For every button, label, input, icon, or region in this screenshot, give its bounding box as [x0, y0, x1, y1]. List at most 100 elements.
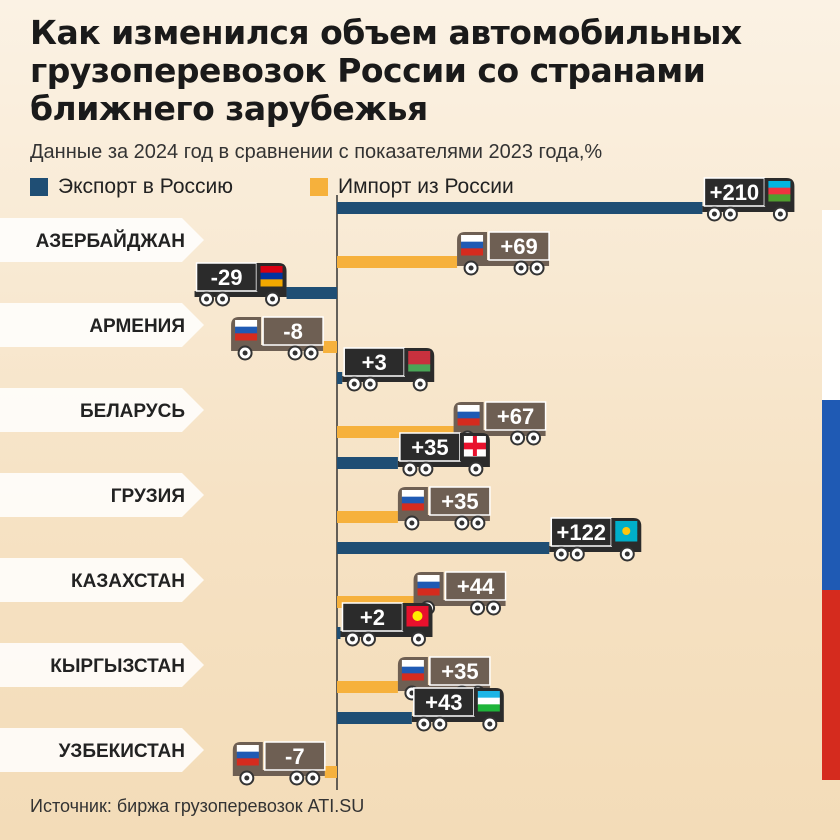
data-label: +69: [500, 234, 537, 259]
kazakhstan-flag-stripe: [615, 534, 638, 542]
armenia-flag-stripe: [260, 279, 283, 287]
azerbaijan-flag-stripe: [768, 187, 791, 195]
category-label: КЫРГЫЗСТАН: [50, 656, 185, 677]
legend-swatch-export: [30, 178, 48, 196]
legend-label-import: Импорт из России: [338, 175, 514, 198]
export-truck: +35: [397, 432, 490, 477]
russia-flag-stripe: [461, 241, 484, 249]
category-label: АЗЕРБАЙДЖАН: [36, 230, 185, 252]
import-truck: +44: [413, 571, 507, 616]
category-label: БЕЛАРУСЬ: [80, 401, 185, 422]
russia-flag-stripe: [236, 745, 259, 753]
truck-cargo-box: [264, 741, 326, 771]
belarus-flag-stripe: [408, 364, 431, 372]
data-label: +2: [360, 605, 385, 630]
category-label: ГРУЗИЯ: [111, 486, 185, 507]
russia-flag-stripe: [461, 235, 484, 243]
import-truck: +35: [397, 486, 491, 531]
truck-cargo-box: [484, 401, 547, 431]
country-label-arrow: [0, 728, 204, 772]
russia-flag-strip: [822, 210, 840, 780]
armenia-flag-stripe: [260, 272, 283, 280]
legend-export: Экспорт в Россию: [30, 175, 233, 199]
russia-flag-stripe: [236, 751, 259, 759]
russia-flag-stripe: [457, 405, 480, 413]
export-truck: -29: [194, 262, 287, 307]
import-truck: +69: [457, 231, 550, 276]
russia-flag-stripe: [417, 575, 440, 583]
country-label-arrow: [0, 388, 204, 432]
truck-cargo-box: [399, 432, 461, 462]
russia-flag-stripe: [457, 411, 480, 419]
category-label: АРМЕНИЯ: [89, 316, 185, 337]
export-bar: [337, 542, 550, 554]
azerbaijan-flag-stripe: [768, 194, 791, 202]
russia-flag-stripe: [401, 673, 424, 681]
russia-flag-stripe: [457, 418, 480, 426]
data-label: +44: [457, 574, 495, 599]
data-label: +122: [556, 520, 606, 545]
russia-flag-stripe: [235, 333, 258, 341]
export-bar: [286, 287, 337, 299]
export-bar: [337, 712, 412, 724]
data-label: -7: [285, 744, 305, 769]
chart-title: Как изменился объем автомобильных грузоп…: [30, 13, 742, 128]
kyrgyzstan-flag-stripe: [406, 606, 429, 614]
truck-cargo-box: [429, 656, 491, 686]
country-label-arrow: [0, 558, 204, 602]
export-truck: +210: [702, 177, 795, 222]
export-truck: +2: [340, 602, 433, 647]
truck-cargo-box: [488, 231, 550, 261]
import-truck: -8: [231, 316, 324, 361]
legend-label-export: Экспорт в Россию: [58, 175, 233, 198]
data-label: -8: [283, 319, 303, 344]
data-label: +35: [441, 659, 478, 684]
data-label: +67: [497, 404, 534, 429]
russia-flag-stripe: [236, 758, 259, 766]
truck-cargo-box: [262, 316, 324, 346]
data-label: +43: [425, 690, 462, 715]
country-label-arrow: [0, 473, 204, 517]
country-label-arrow: [0, 218, 204, 262]
russia-flag-stripe: [401, 666, 424, 674]
export-truck: +43: [411, 687, 504, 732]
kazakhstan-flag-stripe: [615, 521, 638, 529]
import-bar: [337, 681, 398, 693]
russia-flag-stripe: [401, 490, 424, 498]
legend-swatch-import: [310, 178, 328, 196]
export-bar: [337, 202, 703, 214]
category-label: КАЗАХСТАН: [71, 571, 185, 592]
kyrgyzstan-sun: [412, 611, 423, 621]
chart-subtitle: Данные за 2024 год в сравнении с показат…: [30, 141, 603, 163]
data-label: +35: [441, 489, 478, 514]
russia-flag-stripe: [401, 660, 424, 668]
import-truck: -7: [232, 741, 326, 786]
export-truck: +3: [342, 347, 435, 392]
country-label-arrow: [0, 303, 204, 347]
uzbekistan-flag-stripe: [477, 697, 500, 705]
russia-flag-stripe: [401, 503, 424, 511]
russia-flag-stripe: [235, 326, 258, 334]
belarus-flag-stripe: [408, 351, 431, 359]
import-bar: [323, 341, 337, 353]
truck-cargo-box: [429, 486, 491, 516]
armenia-flag-stripe: [260, 266, 283, 274]
russia-flag-stripe: [461, 248, 484, 256]
import-bar: [337, 511, 398, 523]
export-bar: [337, 457, 398, 469]
category-label: УЗБЕКИСТАН: [59, 741, 185, 762]
export-bar: [337, 627, 341, 639]
data-label: +210: [710, 180, 760, 205]
uzbekistan-flag-stripe: [477, 704, 500, 712]
belarus-flag-stripe: [408, 357, 431, 365]
truck-cargo-box: [195, 262, 258, 292]
kazakhstan-sun: [622, 527, 631, 535]
russia-flag-stripe: [417, 581, 440, 589]
kyrgyzstan-flag-stripe: [406, 619, 429, 627]
legend-import: Импорт из России: [310, 175, 514, 199]
truck-cargo-box: [444, 571, 507, 601]
source-note: Источник: биржа грузоперевозок ATI.SU: [30, 796, 365, 816]
data-label: +3: [362, 350, 387, 375]
data-label: +35: [411, 435, 448, 460]
